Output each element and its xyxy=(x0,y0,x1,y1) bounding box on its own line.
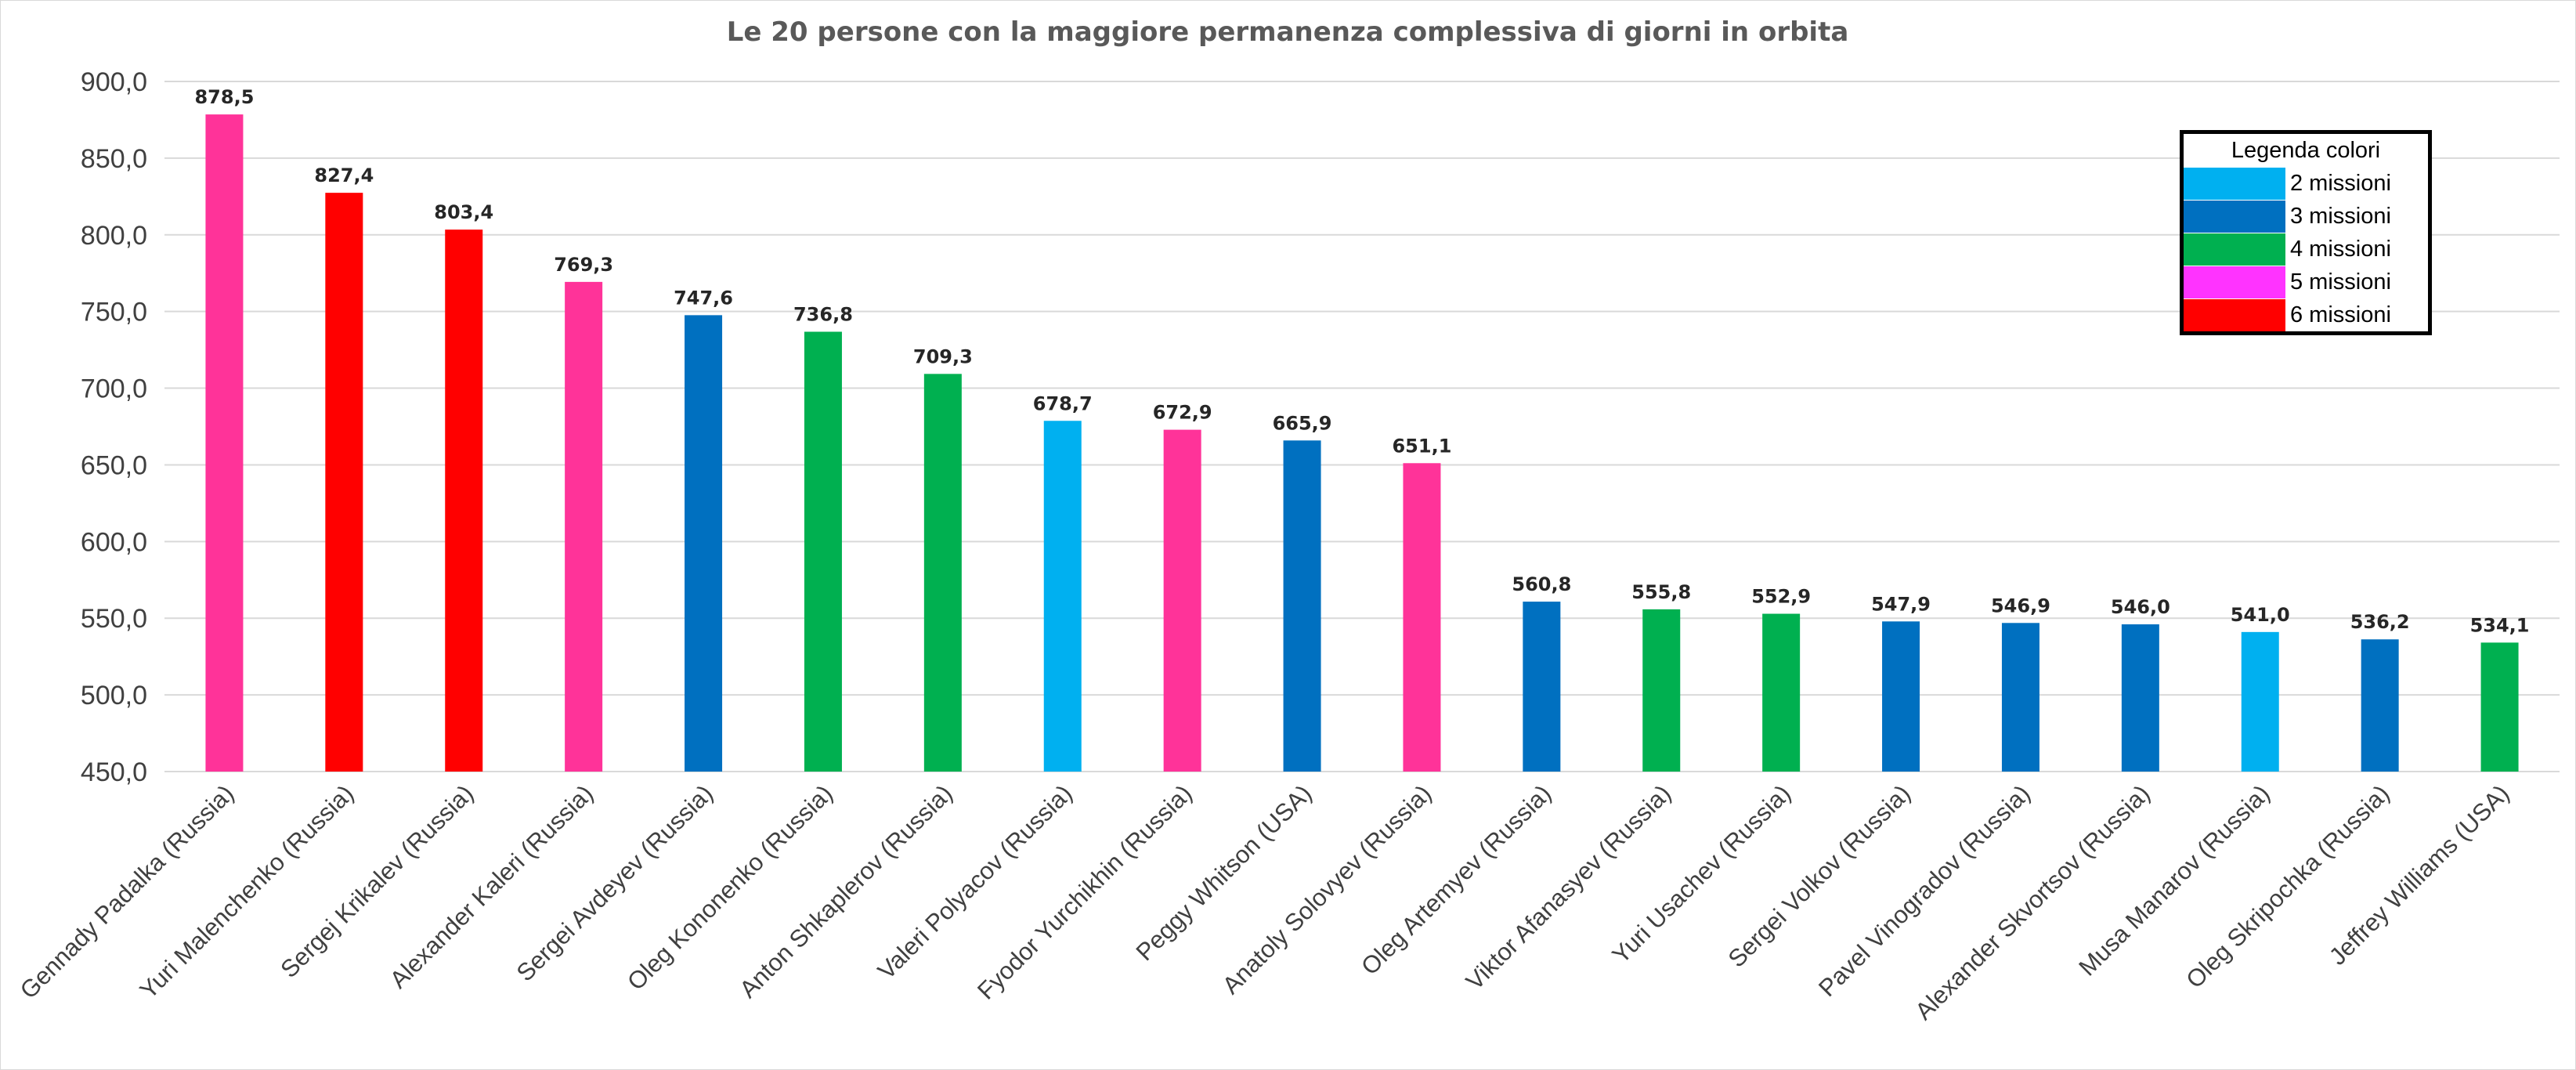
data-label: 546,9 xyxy=(1991,595,2050,616)
y-tick-label: 650,0 xyxy=(81,450,147,480)
legend-label: 2 missioni xyxy=(2290,171,2391,196)
x-tick-label: Sergei Avdeyev (Russia) xyxy=(511,779,718,986)
bar xyxy=(445,230,483,772)
legend-swatch xyxy=(2184,266,2285,298)
bar xyxy=(1523,602,1561,772)
bar xyxy=(2241,631,2279,772)
bar xyxy=(2361,639,2399,772)
y-tick-label: 800,0 xyxy=(81,221,147,251)
x-tick-label: Musa Manarov (Russia) xyxy=(2073,779,2274,981)
x-tick-label: Valeri Polyacov (Russia) xyxy=(873,779,1078,985)
bar xyxy=(1043,421,1082,772)
legend-label: 6 missioni xyxy=(2290,302,2391,327)
legend-item: 5 missioni xyxy=(2184,266,2428,298)
y-tick-label: 700,0 xyxy=(81,374,147,404)
y-axis-ticks: 450,0 500,0 550,0 600,0 650,0 700,0 750,0 800,0… xyxy=(81,67,147,787)
y-tick-label: 450,0 xyxy=(81,757,147,787)
legend-title: Legenda colori xyxy=(2231,138,2381,163)
data-label: 678,7 xyxy=(1033,392,1093,414)
legend-item: 3 missioni xyxy=(2184,200,2428,233)
x-axis-ticks: Gennady Padalka (Russia)Yuri Malenchenko… xyxy=(15,779,2515,1025)
bar xyxy=(325,193,363,772)
x-tick-label: Anatoly Solovyev (Russia) xyxy=(1217,779,1437,1000)
legend-swatch xyxy=(2184,233,2285,266)
data-label: 878,5 xyxy=(194,86,254,108)
data-label: 541,0 xyxy=(2231,604,2290,626)
data-label: 547,9 xyxy=(1871,593,1931,615)
x-tick-label: Oleg Kononenko (Russia) xyxy=(622,779,838,996)
bar xyxy=(1163,429,1201,772)
x-tick-label: Alexander Skvortsov (Russia) xyxy=(1909,779,2155,1025)
chart-title: Le 20 persone con la maggiore permanenza… xyxy=(727,16,1849,48)
data-label: 672,9 xyxy=(1153,402,1212,424)
bar xyxy=(1642,609,1681,772)
data-label: 546,0 xyxy=(2111,596,2170,618)
legend-label: 3 missioni xyxy=(2290,204,2391,229)
bar xyxy=(1882,621,1920,772)
data-label: 709,3 xyxy=(913,345,973,367)
y-tick-label: 550,0 xyxy=(81,604,147,634)
data-label: 651,1 xyxy=(1392,435,1451,457)
legend: Legenda colori 2 missioni 3 missioni 4 m… xyxy=(2180,130,2432,335)
data-label: 769,3 xyxy=(554,254,613,276)
data-label: 534,1 xyxy=(2470,614,2530,636)
legend-label: 5 missioni xyxy=(2290,269,2391,295)
legend-label: 4 missioni xyxy=(2290,237,2391,262)
legend-swatch xyxy=(2184,299,2285,331)
bar xyxy=(923,374,962,772)
legend-item: 2 missioni xyxy=(2184,167,2428,200)
bar xyxy=(1283,440,1321,772)
bar xyxy=(2480,642,2519,772)
bar xyxy=(565,281,603,772)
x-tick-label: Viktor Afanasyev (Russia) xyxy=(1461,779,1676,995)
data-label: 552,9 xyxy=(1751,586,1811,608)
bar xyxy=(685,315,723,772)
x-tick-label: Pavel Vinogradov (Russia) xyxy=(1813,779,2036,1002)
data-labels: 878,5 827,4 803,4 769,3 747,6 736,8 709,3 678,7… xyxy=(194,86,2529,636)
x-tick-label: Fyodor Yurchikhin (Russia) xyxy=(972,779,1197,1004)
legend-item: 6 missioni xyxy=(2184,298,2428,331)
y-tick-label: 900,0 xyxy=(81,67,147,97)
x-tick-label: Oleg Skripochka (Russia) xyxy=(2180,779,2394,993)
gridlines xyxy=(164,81,2560,772)
bar xyxy=(1762,613,1801,772)
bar xyxy=(1403,463,1441,772)
x-tick-label: Gennady Padalka (Russia) xyxy=(15,779,240,1004)
data-label: 555,8 xyxy=(1631,581,1691,603)
x-tick-label: Oleg Artemyev (Russia) xyxy=(1356,779,1556,980)
bar xyxy=(804,331,842,772)
y-tick-label: 850,0 xyxy=(81,144,147,174)
y-tick-label: 600,0 xyxy=(81,527,147,557)
data-label: 736,8 xyxy=(793,304,853,326)
legend-swatch xyxy=(2184,201,2285,233)
x-tick-label: Sergej Krikalev (Russia) xyxy=(275,779,479,983)
x-tick-label: Alexander Kaleri (Russia) xyxy=(385,779,598,993)
x-tick-label: Anton Shkaplerov (Russia) xyxy=(734,779,957,1003)
bar xyxy=(205,114,244,772)
legend-item: 4 missioni xyxy=(2184,233,2428,266)
bar xyxy=(2121,624,2159,772)
data-label: 665,9 xyxy=(1273,412,1332,434)
data-label: 803,4 xyxy=(434,201,493,223)
x-tick-label: Yuri Malenchenko (Russia) xyxy=(135,779,359,1004)
y-tick-label: 750,0 xyxy=(81,298,147,327)
bars xyxy=(205,114,2519,772)
data-label: 560,8 xyxy=(1512,573,1571,595)
legend-swatch xyxy=(2184,168,2285,200)
data-label: 827,4 xyxy=(314,164,374,186)
y-tick-label: 500,0 xyxy=(81,681,147,710)
data-label: 536,2 xyxy=(2350,611,2410,633)
data-label: 747,6 xyxy=(674,287,733,309)
bar xyxy=(2001,623,2039,772)
